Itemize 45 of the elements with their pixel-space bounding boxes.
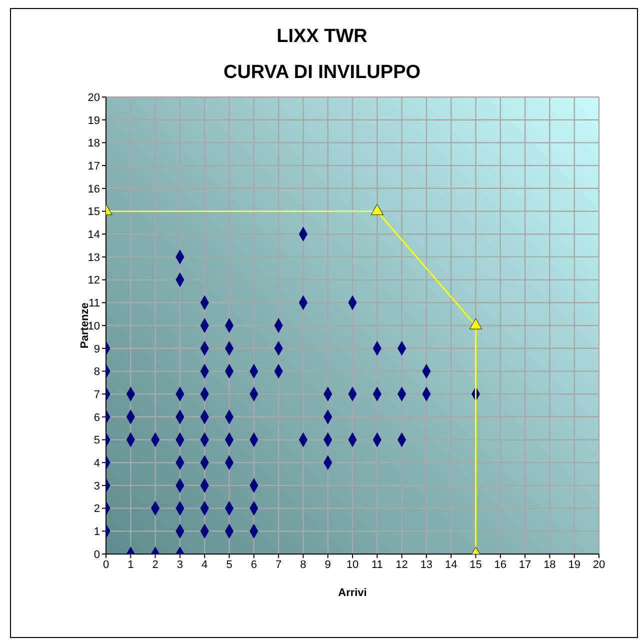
x-tick-label: 1 [128,558,134,571]
y-tick-label: 7 [94,388,100,401]
x-axis-title: Arrivi [338,587,367,599]
y-tick-label: 6 [94,412,100,424]
x-tick-label: 8 [300,558,306,571]
x-tick-label: 7 [275,558,282,571]
y-tick-label: 18 [88,138,100,150]
y-tick-label: 16 [88,183,100,196]
y-tick-label: 9 [94,343,100,356]
chart-title: LIXX TWR [276,26,368,48]
x-tick-label: 14 [444,558,458,571]
x-tick-label: 16 [494,558,507,571]
x-tick-label: 2 [152,558,158,571]
x-tick-label: 19 [568,558,580,571]
x-tick-label: 4 [202,558,208,571]
y-tick-label: 10 [88,320,100,332]
x-tick-label: 11 [371,558,383,571]
x-tick-label: 5 [226,558,232,571]
y-tick-label: 13 [88,252,100,264]
y-tick-label: 15 [88,206,100,218]
x-tick-label: 18 [544,558,556,571]
x-tick-label: 9 [324,558,331,571]
x-tick-label: 17 [518,558,532,571]
x-tick-label: 12 [396,558,408,571]
x-tick-label: 0 [102,558,110,571]
y-tick-label: 2 [94,503,100,516]
y-tick-label: 4 [94,458,100,470]
y-tick-label: 17 [88,160,100,172]
y-tick-label: 19 [88,114,100,127]
x-tick-label: 20 [592,558,606,571]
y-tick-label: 5 [94,434,100,447]
chart-subtitle: CURVA DI INVILUPPO [222,62,422,84]
x-tick-label: 3 [176,558,184,571]
x-tick-label: 15 [470,558,482,571]
y-tick-label: 1 [94,526,100,538]
y-tick-label: 14 [88,229,100,242]
y-tick-label: 20 [88,92,100,104]
y-tick-label: 3 [94,480,100,492]
y-tick-label: 12 [88,274,100,287]
y-tick-label: 11 [88,298,100,310]
x-tick-label: 10 [346,558,359,571]
y-tick-label: 0 [94,548,100,561]
x-tick-label: 13 [420,558,433,571]
y-tick-label: 8 [94,366,100,378]
x-tick-label: 6 [250,558,257,571]
